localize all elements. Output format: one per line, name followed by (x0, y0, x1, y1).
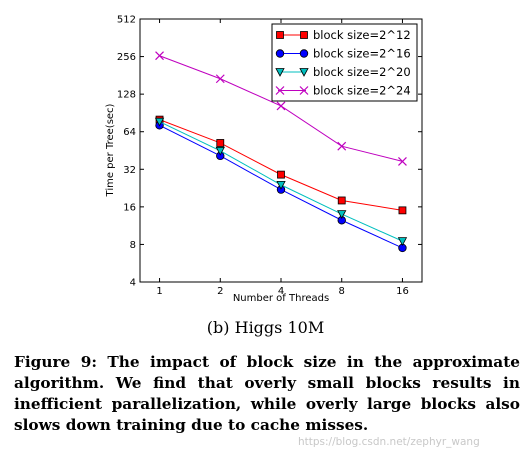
data-point (276, 101, 286, 111)
data-point (398, 206, 407, 215)
data-point (337, 210, 347, 219)
y-tick-label: 512 (117, 15, 136, 26)
legend-marker (275, 68, 285, 77)
y-axis: 4 8 16 32 64 128 256 512 (117, 15, 422, 289)
subcaption: (b) Higgs 10M (206, 318, 325, 337)
x-axis-label: Number of Threads (233, 293, 329, 304)
x-tick-label: 1 (156, 286, 162, 297)
x-tick-label: 4 (278, 286, 284, 297)
data-point (276, 180, 286, 190)
marker-stroke (155, 51, 164, 61)
data-point (215, 74, 225, 84)
data-point (277, 170, 285, 179)
y-tick-label: 128 (117, 90, 136, 101)
marker-stroke (337, 141, 347, 151)
data-point (337, 141, 347, 151)
y-tick-label: 256 (117, 52, 136, 63)
legend-label: block size=2^12 (313, 28, 411, 42)
legend-box (271, 23, 418, 102)
legend-marker (300, 31, 308, 39)
data-point (397, 237, 408, 246)
y-axis-label: Time per Tree(sec) (105, 103, 116, 197)
marker-stroke (275, 86, 285, 95)
legend-marker (299, 86, 309, 95)
figure-caption: Figure 9: The impact of block size in th… (14, 353, 520, 434)
chart-figure: 4 8 16 32 64 128 256 512 1 2 4 8 16 Number of Threa… (105, 15, 423, 304)
marker-stroke (276, 101, 286, 111)
data-point (337, 196, 346, 205)
series-layer (154, 51, 408, 253)
data-point (155, 51, 164, 61)
y-tick-label: 16 (123, 202, 136, 213)
legend-marker (299, 68, 309, 77)
watermark: https://blog.csdn.net/zephyr_wang (298, 436, 480, 448)
data-point (154, 117, 165, 127)
x-tick-label: 16 (396, 286, 409, 297)
legend-marker (275, 49, 285, 58)
y-tick-label: 64 (123, 127, 136, 138)
y-tick-label: 8 (130, 240, 136, 251)
x-tick-label: 8 (339, 286, 345, 297)
marker-stroke (398, 156, 407, 166)
legend-marker (276, 31, 284, 39)
y-tick-label: 32 (123, 165, 136, 176)
legend-marker (275, 86, 285, 95)
x-tick-label: 2 (217, 286, 223, 297)
data-point (215, 146, 225, 156)
x-axis: 1 2 4 8 16 (156, 19, 409, 297)
legend-label: block size=2^16 (313, 47, 411, 61)
marker-stroke (215, 74, 225, 84)
y-tick-label: 4 (130, 278, 136, 289)
legend: block size=2^12 block size=2^16 block size… (271, 23, 418, 102)
data-point (398, 156, 407, 166)
legend-label: block size=2^24 (313, 84, 411, 98)
legend-marker (299, 49, 309, 58)
data-point (216, 139, 225, 147)
legend-label: block size=2^20 (313, 65, 411, 79)
marker-stroke (299, 86, 309, 95)
